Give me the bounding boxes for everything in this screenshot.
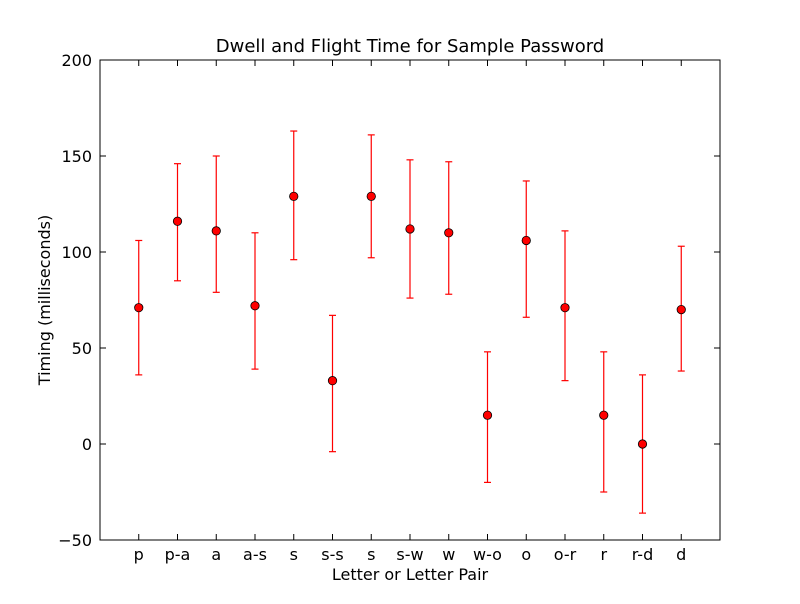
data-point <box>599 410 609 420</box>
x-tick-label: s <box>367 545 375 564</box>
data-point <box>560 303 570 313</box>
data-point <box>289 191 299 201</box>
marks-layer <box>134 130 686 514</box>
x-tick-label: s <box>290 545 298 564</box>
plot-background <box>100 60 720 540</box>
data-point <box>366 191 376 201</box>
data-point <box>172 216 183 226</box>
x-tick-label: o-r <box>554 545 577 564</box>
data-point <box>521 235 531 246</box>
x-tick-label: a-s <box>243 545 267 564</box>
ticks-layer: −50 0 50 100 150 200 p p-a a a-s s s-s s s-w w w-o o o-r r… <box>58 51 720 564</box>
data-point <box>211 226 221 236</box>
x-tick-label: p-a <box>165 545 191 564</box>
y-axis-label: Timing (milliseconds) <box>35 215 54 386</box>
data-point <box>134 303 144 313</box>
data-point <box>405 224 415 234</box>
x-tick-label: p <box>134 545 144 564</box>
data-point <box>637 439 648 449</box>
x-tick-label: s-w <box>396 545 423 564</box>
y-tick-label: 150 <box>61 147 92 166</box>
y-tick-label: 200 <box>61 51 92 70</box>
x-tick-label: r-d <box>632 545 653 564</box>
y-tick-label: 100 <box>61 243 92 262</box>
x-tick-label: r <box>600 545 607 564</box>
chart-title: Dwell and Flight Time for Sample Passwor… <box>216 36 604 57</box>
data-point <box>444 228 454 238</box>
x-axis-label: Letter or Letter Pair <box>332 565 489 584</box>
x-tick-label: s-s <box>321 545 343 564</box>
y-tick-label: 50 <box>72 339 92 358</box>
x-tick-label: a <box>211 545 221 564</box>
data-point <box>676 304 686 315</box>
x-tick-label: o <box>521 545 531 564</box>
x-tick-label: w <box>442 545 455 564</box>
data-point <box>482 410 493 420</box>
x-tick-label: d <box>676 545 686 564</box>
x-tick-label: w-o <box>473 545 502 564</box>
y-tick-label: −50 <box>58 531 92 550</box>
data-point <box>250 301 260 311</box>
y-tick-label: 0 <box>82 435 92 454</box>
data-point <box>327 376 338 386</box>
